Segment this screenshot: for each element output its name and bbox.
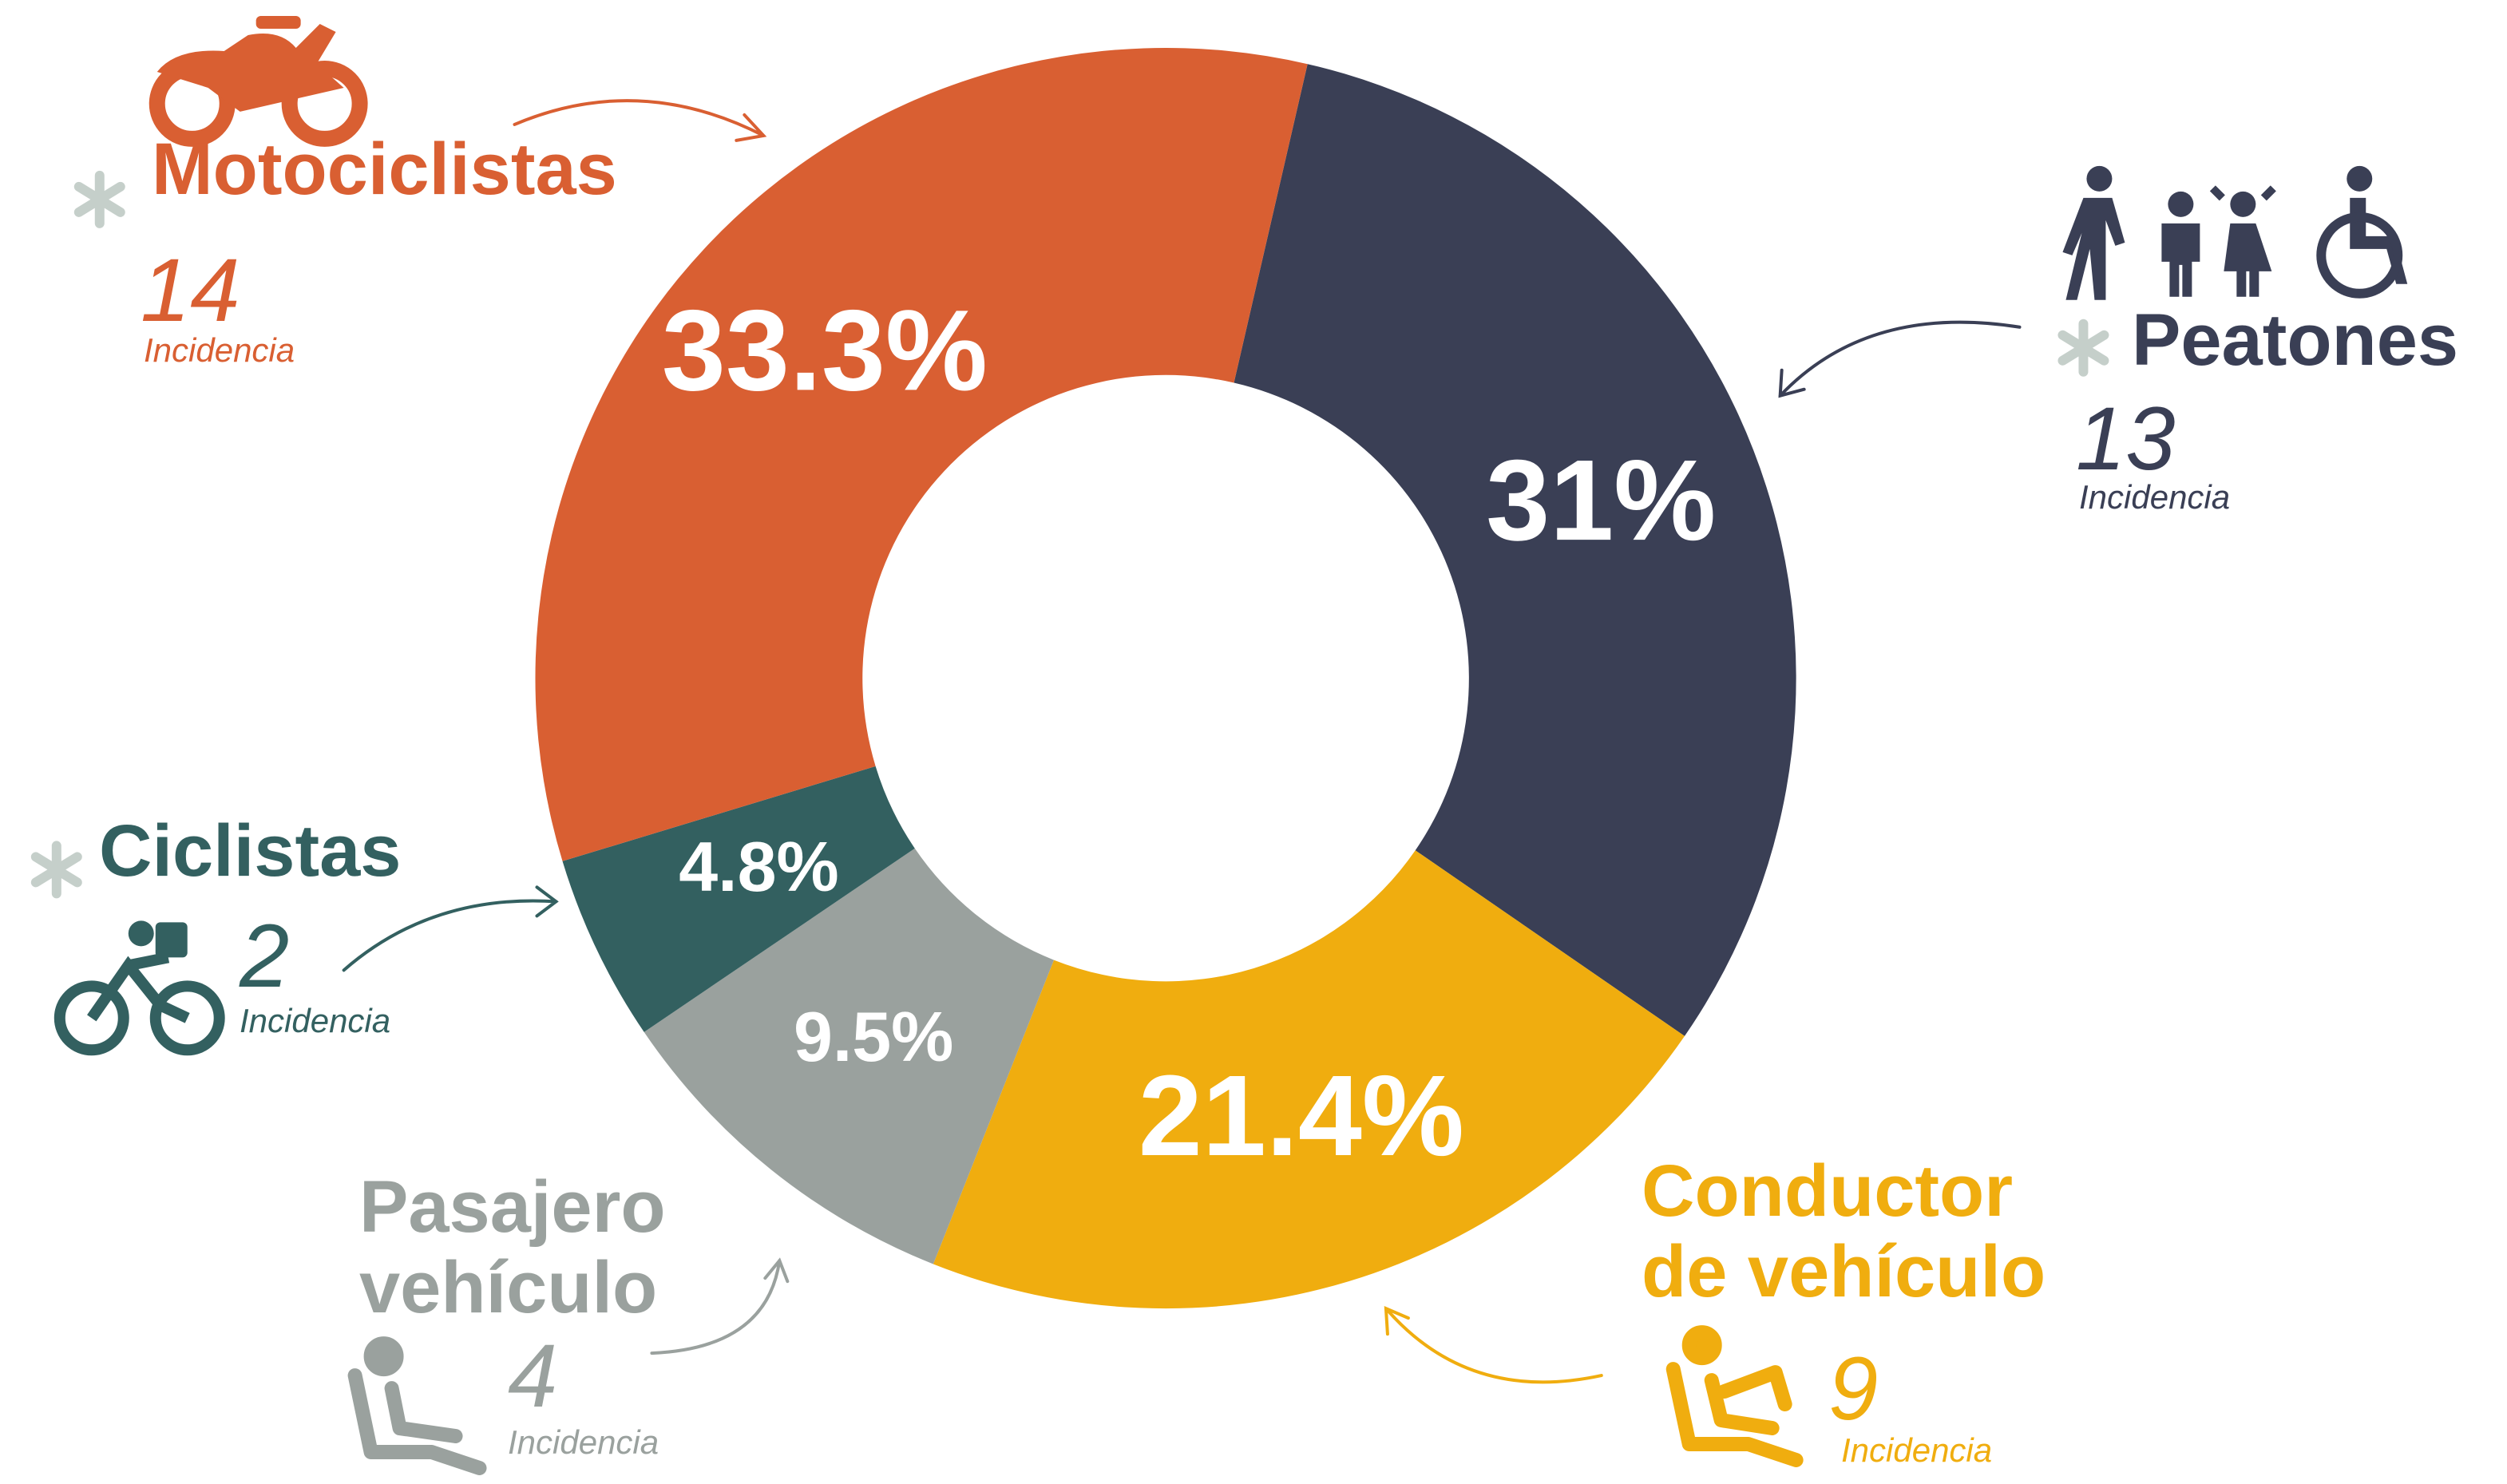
icons	[53, 15, 2408, 1476]
category-name: Conductor de vehículo	[1642, 1150, 2046, 1312]
value-label: 31%	[1486, 437, 1716, 564]
incidence-label: Incidencia	[144, 330, 295, 369]
category-name: Peatones	[2132, 299, 2459, 381]
category-name: Motociclistas	[152, 128, 617, 210]
value-label: 9.5%	[794, 997, 953, 1076]
incidence-count: 14	[141, 240, 240, 341]
incidence-label: Incidencia	[240, 1001, 391, 1039]
value-label: 4.8%	[679, 827, 838, 906]
donut-segment	[535, 47, 1308, 861]
incidence-count: 13	[2076, 389, 2176, 489]
donut-segment	[644, 848, 1055, 1264]
donut-segment	[1234, 64, 1796, 1036]
donut-segment	[562, 766, 915, 1032]
category-name: Ciclistas	[99, 809, 402, 892]
incidence-label: Incidencia	[2079, 477, 2231, 516]
donut-segment	[933, 850, 1685, 1309]
incidence-count: 9	[1828, 1339, 1879, 1439]
value-label: 33.3%	[662, 287, 988, 414]
incidence-label: Incidencia	[1841, 1431, 1993, 1469]
category-name: Pasajero vehículo	[359, 1165, 666, 1328]
incidence-count: 2	[240, 906, 290, 1007]
value-label: 21.4%	[1139, 1052, 1464, 1180]
incidence-label: Incidencia	[508, 1423, 659, 1461]
decorations	[30, 99, 2109, 1384]
incidence-count: 4	[508, 1326, 558, 1427]
